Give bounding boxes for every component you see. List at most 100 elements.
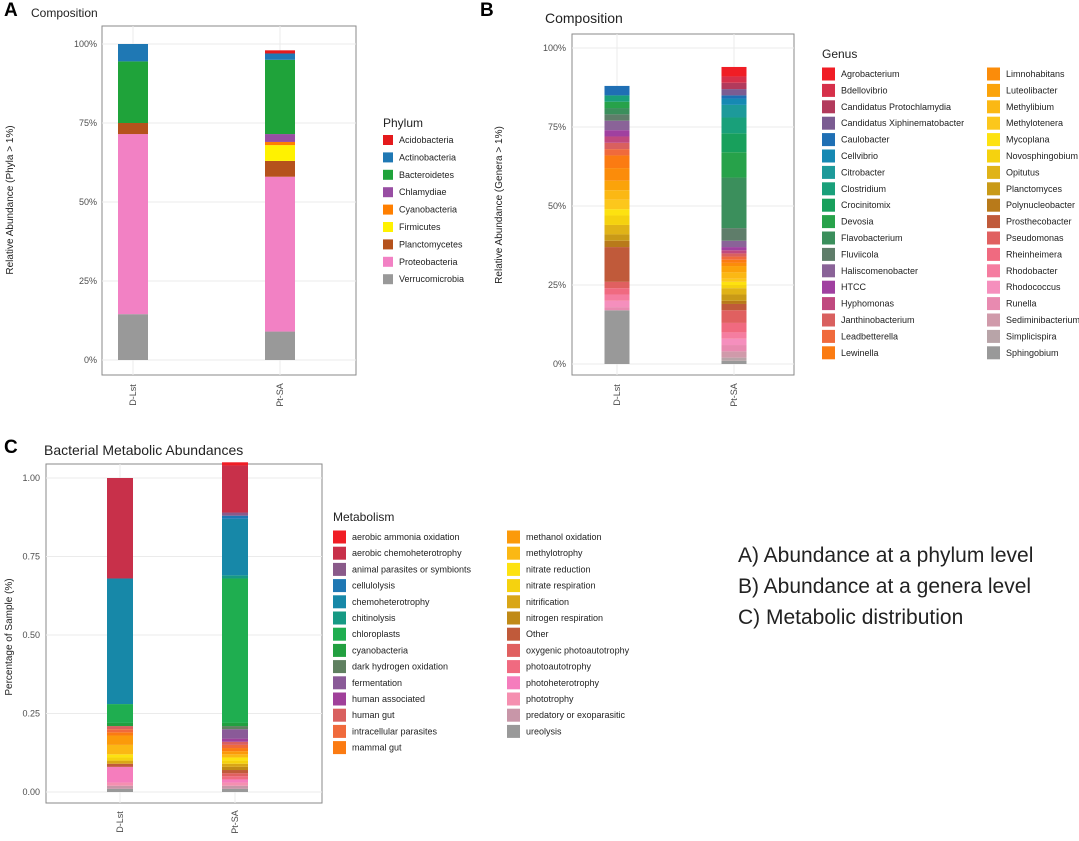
bar-segment-pt-sa-methanol-oxidation — [222, 751, 248, 755]
legend-label-verrucomicrobia: Verrucomicrobia — [399, 274, 464, 284]
bar-segment-pt-sa-nitrate-respiration — [222, 760, 248, 764]
bar-segment-d-lst-chemoheterotrophy — [107, 578, 133, 705]
bar-segment-d-lst-actinobacteria — [118, 44, 148, 62]
legend-swatch-rheinheimera — [987, 247, 1000, 261]
legend-swatch-htcc — [822, 280, 835, 294]
bar-segment-pt-sa-janthinobacterium — [721, 253, 747, 257]
bar-segment-pt-sa-bacteroidetes — [265, 59, 295, 135]
legend-title-c: Metabolism — [333, 510, 394, 524]
legend-swatch-fluviicola — [822, 247, 835, 261]
y-tick-label: 0% — [553, 359, 566, 369]
bar-segment-pt-sa-aerobic-ammonia-oxidation — [222, 462, 248, 466]
bar-segment-pt-sa-leadbetterella — [721, 256, 747, 260]
legend-swatch-crocinitomix — [822, 198, 835, 212]
bar-segment-d-lst-rhodococcus — [604, 300, 630, 308]
panel-letter-a: A — [4, 0, 18, 21]
legend-swatch-chitinolysis — [333, 611, 346, 625]
legend-swatch-cyanobacteria — [383, 204, 393, 215]
legend-label-janthinobacterium: Janthinobacterium — [841, 315, 915, 325]
legend-swatch-nitrate-respiration — [507, 579, 520, 593]
legend-label-fluviicola: Fluviicola — [841, 249, 879, 259]
legend-label-cellulolysis: cellulolysis — [352, 581, 396, 591]
bar-segment-pt-sa-rhodococcus — [721, 338, 747, 346]
legend-swatch-prosthecobacter — [987, 215, 1000, 229]
legend-swatch-methylotenera — [987, 116, 1000, 130]
bar-segment-d-lst-methanol-oxidation — [107, 735, 133, 745]
bar-segment-d-lst-mammal-gut — [107, 732, 133, 736]
legend-swatch-methylotrophy — [507, 546, 520, 560]
bar-segment-d-lst-other — [107, 763, 133, 767]
bar-segment-pt-sa-phototrophy — [222, 782, 248, 786]
legend-label-firmicutes: Firmicutes — [399, 222, 441, 232]
legend-swatch-dark-hydrogen-oxidation — [333, 660, 346, 674]
legend-swatch-nitrate-reduction — [507, 562, 520, 576]
legend-swatch-hyphomonas — [822, 297, 835, 311]
bar-segment-d-lst-prosthecobacter — [604, 247, 630, 282]
legend-swatch-planctomyces — [987, 182, 1000, 196]
legend-swatch-human-gut — [333, 708, 346, 722]
legend-swatch-proteobacteria — [383, 256, 393, 267]
bar-segment-pt-sa-nitrogen-respiration — [222, 766, 248, 771]
legend-label-limnohabitans: Limnohabitans — [1006, 69, 1065, 79]
legend-swatch-candidatus-xiphinematobacter — [822, 116, 835, 130]
bar-segment-pt-sa-candidatus-protochlamydia — [721, 82, 747, 90]
legend-swatch-janthinobacterium — [822, 313, 835, 327]
legend-swatch-rhodobacter — [987, 264, 1000, 278]
bar-segment-d-lst-intracellular-parasites — [107, 729, 133, 733]
legend-label-rhodobacter: Rhodobacter — [1006, 266, 1058, 276]
bar-segment-d-lst-clostridium — [604, 95, 630, 102]
bar-segment-d-lst-pseudomonas — [604, 281, 630, 289]
legend-label-clostridium: Clostridium — [841, 184, 886, 194]
legend-label-candidatus-xiphinematobacter: Candidatus Xiphinematobacter — [841, 118, 964, 128]
legend-label-planctomyces: Planctomyces — [1006, 184, 1063, 194]
bar-segment-pt-sa-runella — [721, 345, 747, 352]
legend-swatch-devosia — [822, 215, 835, 229]
legend-label-chloroplasts: chloroplasts — [352, 629, 401, 639]
legend-label-human-associated: human associated — [352, 694, 425, 704]
bar-segment-pt-sa-flavobacterium — [721, 177, 747, 229]
legend-label-citrobacter: Citrobacter — [841, 167, 885, 177]
bar-segment-d-lst-rheinheimera — [604, 288, 630, 295]
bar-segment-d-lst-runella — [604, 307, 630, 311]
bar-segment-d-lst-predatory-or-exoparasitic — [107, 785, 133, 789]
legend-label-chemoheterotrophy: chemoheterotrophy — [352, 597, 430, 607]
bar-segment-pt-sa-human-gut — [222, 741, 248, 745]
bar-segment-d-lst-nitrate-reduction — [107, 754, 133, 758]
bar-segment-pt-sa-cellvibrio — [721, 98, 747, 105]
bar-segment-d-lst-proteobacteria — [118, 134, 148, 315]
bar-segment-pt-sa-methylibium — [721, 272, 747, 279]
legend-label-sphingobium: Sphingobium — [1006, 348, 1059, 358]
y-axis-label-a: Relative Abundance (Phyla > 1%) — [5, 125, 16, 274]
legend-swatch-polynucleobacter — [987, 198, 1000, 212]
bar-segment-pt-sa-cellulolysis — [222, 515, 248, 519]
legend-swatch-methanol-oxidation — [507, 530, 520, 544]
legend-swatch-limnohabitans — [987, 67, 1000, 81]
plot-area-c — [45, 463, 323, 804]
legend-swatch-clostridium — [822, 182, 835, 196]
bar-segment-pt-sa-fermentation — [222, 729, 248, 739]
legend-label-acidobacteria: Acidobacteria — [399, 135, 454, 145]
legend-label-oxygenic-photoautotrophy: oxygenic photoautotrophy — [526, 645, 630, 655]
legend-label-chlamydiae: Chlamydiae — [399, 187, 447, 197]
legend-label-photoautotrophy: photoautotrophy — [526, 662, 592, 672]
chart-title-c: Bacterial Metabolic Abundances — [44, 442, 243, 458]
bar-segment-d-lst-cyanobacteria — [107, 722, 133, 727]
bar-segment-pt-sa-nitrification — [222, 763, 248, 767]
bar-segment-d-lst-haliscomenobacter — [604, 120, 630, 131]
bar-segment-pt-sa-planctomycetes — [265, 160, 295, 177]
legend-swatch-intracellular-parasites — [333, 724, 346, 738]
bar-segment-d-lst-novosphingobium — [604, 215, 630, 225]
legend-swatch-human-associated — [333, 692, 346, 706]
legend-label-planctomycetes: Planctomycetes — [399, 239, 463, 249]
bar-segment-d-lst-methylotrophy — [107, 744, 133, 755]
panel-a: A Composition 0% 25% 50% 75% 100% Relative Abun… — [4, 0, 464, 407]
y-tick-label: 1.00 — [22, 473, 40, 483]
legend-label-aerobic-ammonia-oxidation: aerobic ammonia oxidation — [352, 532, 460, 542]
legend-label-bdellovibrio: Bdellovibrio — [841, 85, 888, 95]
legend-label-cyanobacteria: cyanobacteria — [352, 645, 408, 655]
legend-title-a: Phylum — [383, 116, 423, 130]
bar-segment-pt-sa-luteolibacter — [721, 266, 747, 273]
y-tick-label: 0.00 — [22, 787, 40, 797]
bar-segment-pt-sa-rheinheimera — [721, 322, 747, 333]
bar-segment-pt-sa-candidatus-xiphinematobacter — [721, 89, 747, 96]
